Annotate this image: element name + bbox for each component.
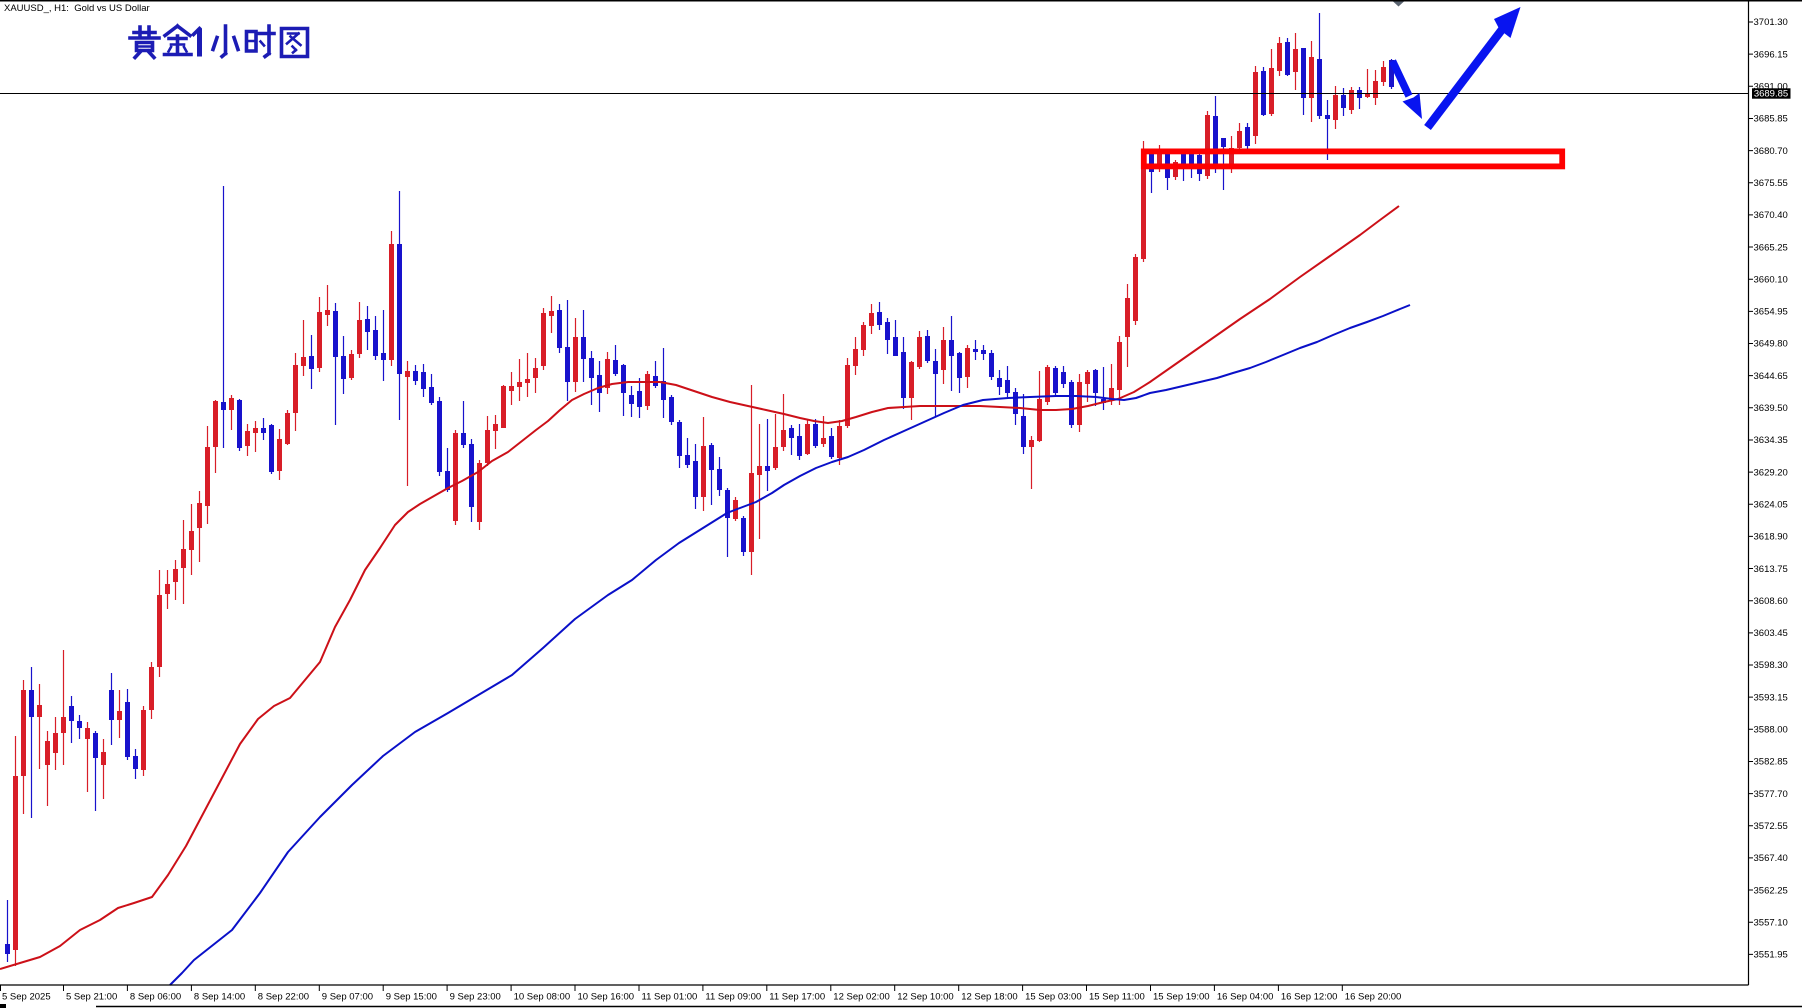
svg-text:16 Sep 20:00: 16 Sep 20:00 [1345, 992, 1402, 1003]
svg-text:3689.85: 3689.85 [1754, 89, 1788, 100]
svg-text:15 Sep 11:00: 15 Sep 11:00 [1089, 992, 1145, 1003]
svg-text:9 Sep 07:00: 9 Sep 07:00 [322, 992, 373, 1003]
svg-text:3649.80: 3649.80 [1754, 339, 1788, 350]
svg-text:3577.70: 3577.70 [1754, 789, 1788, 800]
svg-text:10 Sep 08:00: 10 Sep 08:00 [514, 992, 571, 1003]
svg-text:3572.55: 3572.55 [1754, 821, 1788, 832]
svg-text:8 Sep 06:00: 8 Sep 06:00 [130, 992, 181, 1003]
svg-text:16 Sep 12:00: 16 Sep 12:00 [1281, 992, 1338, 1003]
svg-text:3562.25: 3562.25 [1754, 885, 1788, 896]
svg-text:3629.20: 3629.20 [1754, 467, 1788, 478]
svg-text:3613.75: 3613.75 [1754, 564, 1788, 575]
svg-text:3634.35: 3634.35 [1754, 435, 1788, 446]
svg-text:3588.00: 3588.00 [1754, 725, 1788, 736]
svg-text:3665.25: 3665.25 [1754, 242, 1788, 253]
svg-text:8 Sep 22:00: 8 Sep 22:00 [258, 992, 309, 1003]
svg-text:3593.15: 3593.15 [1754, 692, 1788, 703]
svg-text:11 Sep 09:00: 11 Sep 09:00 [705, 992, 761, 1003]
svg-text:15 Sep 19:00: 15 Sep 19:00 [1153, 992, 1210, 1003]
svg-text:3680.70: 3680.70 [1754, 146, 1788, 157]
svg-text:3691.00: 3691.00 [1754, 82, 1788, 93]
svg-text:3660.10: 3660.10 [1754, 274, 1788, 285]
svg-text:3639.50: 3639.50 [1754, 403, 1788, 414]
svg-text:10 Sep 16:00: 10 Sep 16:00 [578, 992, 635, 1003]
svg-text:3685.85: 3685.85 [1754, 114, 1788, 125]
svg-text:3618.90: 3618.90 [1754, 532, 1788, 543]
svg-text:8 Sep 14:00: 8 Sep 14:00 [194, 992, 245, 1003]
svg-text:3567.40: 3567.40 [1754, 853, 1788, 864]
svg-text:12 Sep 18:00: 12 Sep 18:00 [961, 992, 1018, 1003]
svg-text:3557.10: 3557.10 [1754, 917, 1788, 928]
svg-text:3644.65: 3644.65 [1754, 371, 1788, 382]
svg-text:5 Sep 21:00: 5 Sep 21:00 [66, 992, 117, 1003]
svg-text:9 Sep 23:00: 9 Sep 23:00 [450, 992, 501, 1003]
svg-text:12 Sep 10:00: 12 Sep 10:00 [897, 992, 954, 1003]
svg-text:3598.30: 3598.30 [1754, 660, 1788, 671]
svg-text:16 Sep 04:00: 16 Sep 04:00 [1217, 992, 1274, 1003]
svg-text:9 Sep 15:00: 9 Sep 15:00 [386, 992, 437, 1003]
svg-text:11 Sep 01:00: 11 Sep 01:00 [642, 992, 698, 1003]
svg-text:11 Sep 17:00: 11 Sep 17:00 [769, 992, 825, 1003]
svg-text:XAUUSD_, H1: Gold vs US Dolla: XAUUSD_, H1: Gold vs US Dollar [4, 3, 150, 14]
svg-text:3608.60: 3608.60 [1754, 596, 1788, 607]
svg-text:15 Sep 03:00: 15 Sep 03:00 [1025, 992, 1082, 1003]
svg-text:3551.95: 3551.95 [1754, 950, 1788, 961]
svg-text:12 Sep 02:00: 12 Sep 02:00 [833, 992, 890, 1003]
svg-text:3701.30: 3701.30 [1754, 17, 1788, 28]
svg-text:3603.45: 3603.45 [1754, 628, 1788, 639]
svg-text:3696.15: 3696.15 [1754, 49, 1788, 60]
svg-text:3654.95: 3654.95 [1754, 307, 1788, 318]
svg-text:3675.55: 3675.55 [1754, 178, 1788, 189]
svg-text:3670.40: 3670.40 [1754, 210, 1788, 221]
svg-text:5 Sep 2025: 5 Sep 2025 [2, 992, 51, 1003]
svg-text:3582.85: 3582.85 [1754, 757, 1788, 768]
svg-text:3624.05: 3624.05 [1754, 499, 1788, 510]
